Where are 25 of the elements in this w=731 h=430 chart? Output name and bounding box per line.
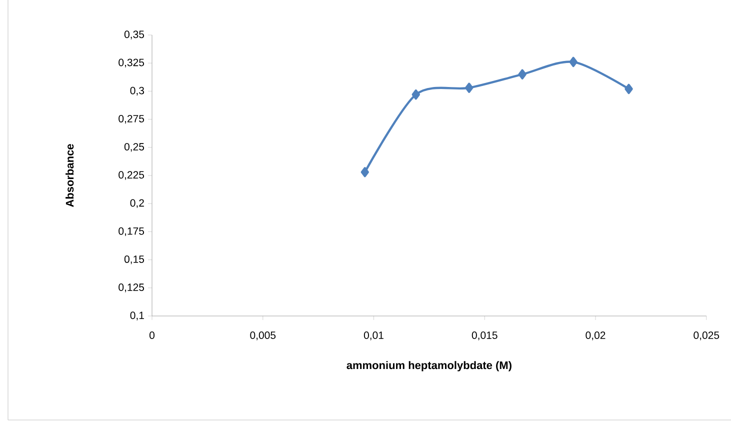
y-tick-label: 0,15 xyxy=(124,255,144,264)
point xyxy=(412,89,420,100)
point xyxy=(518,69,526,80)
x-tick-label: 0 xyxy=(149,332,155,339)
y-tick-label: 0,225 xyxy=(118,171,144,180)
y-tick-label: 0,175 xyxy=(118,227,144,236)
x-axis-title: ammonium heptamolybdate (M) xyxy=(346,361,512,372)
y-tick-label: 0,1 xyxy=(130,312,144,320)
y-tick-label: 0,325 xyxy=(118,58,144,68)
y-tick-label: 0,35 xyxy=(124,30,144,40)
y-tick-label: 0,125 xyxy=(118,284,144,292)
point xyxy=(569,56,578,68)
y-axis-title: Absorbance xyxy=(66,144,74,208)
x-tick-label: 0,005 xyxy=(250,332,276,340)
y-tick-label: 0,2 xyxy=(130,199,144,208)
x-tick-label: 0,025 xyxy=(694,332,720,340)
y-tick-label: 0,3 xyxy=(130,86,144,96)
point xyxy=(465,82,474,93)
y-tick-label: 0,25 xyxy=(124,143,144,152)
x-tick-label: 0,015 xyxy=(472,332,498,340)
point xyxy=(360,167,369,178)
point xyxy=(624,84,633,94)
x-tick-label: 0,02 xyxy=(586,332,606,340)
x-tick-label: 0,01 xyxy=(364,332,384,340)
y-tick-label: 0,275 xyxy=(118,114,144,124)
